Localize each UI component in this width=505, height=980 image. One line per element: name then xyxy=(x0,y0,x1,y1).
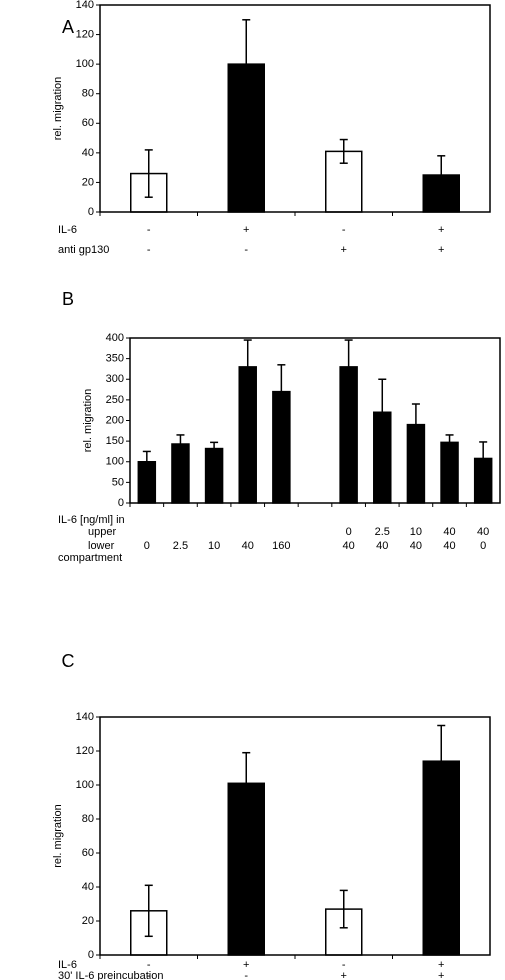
row-header: IL-6 [ng/ml] in xyxy=(58,514,125,526)
y-tick-label: 100 xyxy=(76,779,94,791)
row-label: lower xyxy=(88,540,115,552)
row-label: anti gp130 xyxy=(58,244,109,256)
row-value: 40 xyxy=(242,540,254,552)
plot-frame xyxy=(99,716,491,956)
row-label: 30' IL-6 preincubation xyxy=(58,970,163,980)
y-tick-label: 140 xyxy=(76,0,94,11)
y-tick-label: 140 xyxy=(76,711,94,723)
y-tick-label: 20 xyxy=(82,176,94,188)
row-value: + xyxy=(341,970,347,980)
y-tick-label: 80 xyxy=(82,88,94,100)
y-tick-label: 350 xyxy=(106,353,124,365)
y-tick-label: 50 xyxy=(112,476,124,488)
y-tick-label: 40 xyxy=(82,881,94,893)
bar xyxy=(440,441,459,504)
row-value: + xyxy=(438,224,444,236)
row-value: 40 xyxy=(376,540,388,552)
row-value: 10 xyxy=(410,526,422,538)
y-tick-label: 250 xyxy=(106,394,124,406)
row-value: - xyxy=(244,244,248,256)
y-tick-label: 0 xyxy=(88,206,94,218)
row-value: 0 xyxy=(346,526,352,538)
row-value: - xyxy=(147,244,151,256)
y-tick-label: 100 xyxy=(106,456,124,468)
row-value: + xyxy=(438,959,444,971)
y-tick-label: 300 xyxy=(106,373,124,385)
row-value: 160 xyxy=(272,540,290,552)
y-tick-label: 0 xyxy=(118,497,124,509)
row-value: - xyxy=(147,970,151,980)
row-value: 40 xyxy=(443,526,455,538)
row-value: + xyxy=(243,224,249,236)
row-value: + xyxy=(438,970,444,980)
row-label: upper xyxy=(88,526,116,538)
y-tick-label: 100 xyxy=(76,58,94,70)
row-value: 40 xyxy=(343,540,355,552)
row-value: - xyxy=(342,224,346,236)
row-value: 2.5 xyxy=(375,526,390,538)
y-tick-label: 60 xyxy=(82,117,94,129)
row-value: + xyxy=(438,244,444,256)
y-tick-label: 150 xyxy=(106,435,124,447)
y-tick-label: 120 xyxy=(76,745,94,757)
row-value: + xyxy=(243,959,249,971)
row-value: - xyxy=(147,224,151,236)
row-label: IL-6 xyxy=(58,959,77,971)
y-tick-label: 0 xyxy=(88,949,94,961)
y-tick-label: 400 xyxy=(106,332,124,344)
row-value: 0 xyxy=(144,540,150,552)
y-tick-label: 200 xyxy=(106,414,124,426)
y-axis-label: rel. migration xyxy=(52,77,64,141)
plot-frame xyxy=(129,337,501,504)
row-value: - xyxy=(244,970,248,980)
panel-label: A xyxy=(62,17,74,37)
y-tick-label: 40 xyxy=(82,147,94,159)
y-tick-label: 80 xyxy=(82,813,94,825)
y-tick-label: 60 xyxy=(82,847,94,859)
row-value: 10 xyxy=(208,540,220,552)
row-footer: compartment xyxy=(58,552,122,564)
panel-label: C xyxy=(62,651,75,671)
y-tick-label: 120 xyxy=(76,28,94,40)
plot-frame xyxy=(99,4,491,213)
row-value: 0 xyxy=(480,540,486,552)
panel-label: B xyxy=(62,289,74,309)
row-value: - xyxy=(342,959,346,971)
row-value: - xyxy=(147,959,151,971)
y-tick-label: 20 xyxy=(82,915,94,927)
bar xyxy=(204,447,224,504)
y-axis-label: rel. migration xyxy=(82,389,94,453)
row-value: 40 xyxy=(443,540,455,552)
row-label: IL-6 xyxy=(58,224,77,236)
row-value: 2.5 xyxy=(173,540,188,552)
y-axis-label: rel. migration xyxy=(52,804,64,868)
row-value: + xyxy=(341,244,347,256)
row-value: 40 xyxy=(477,526,489,538)
row-value: 40 xyxy=(410,540,422,552)
